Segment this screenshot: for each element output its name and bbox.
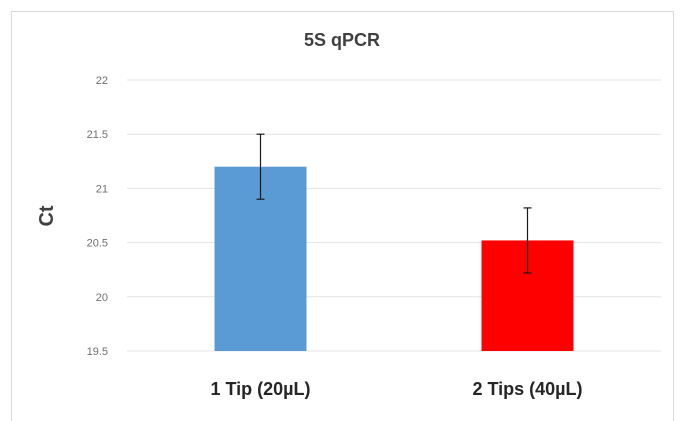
bars bbox=[215, 167, 574, 351]
x-axis-tick-labels: 1 Tip (20µL) 2 Tips (40µL) bbox=[210, 379, 582, 399]
gridlines bbox=[127, 80, 661, 351]
chart-title: 5S qPCR bbox=[304, 30, 380, 50]
y-tick-label: 19.5 bbox=[87, 346, 108, 358]
y-axis-tick-labels: 19.5 20 20.5 21 21.5 22 bbox=[87, 75, 108, 358]
x-tick-label: 1 Tip (20µL) bbox=[210, 379, 310, 399]
y-axis-label: Ct bbox=[36, 205, 58, 226]
y-tick-label: 21 bbox=[96, 183, 108, 195]
x-tick-label: 2 Tips (40µL) bbox=[472, 379, 582, 399]
y-tick-label: 22 bbox=[96, 75, 108, 87]
y-tick-label: 20.5 bbox=[87, 238, 108, 250]
y-tick-label: 21.5 bbox=[87, 129, 108, 141]
y-tick-label: 20 bbox=[96, 292, 108, 304]
